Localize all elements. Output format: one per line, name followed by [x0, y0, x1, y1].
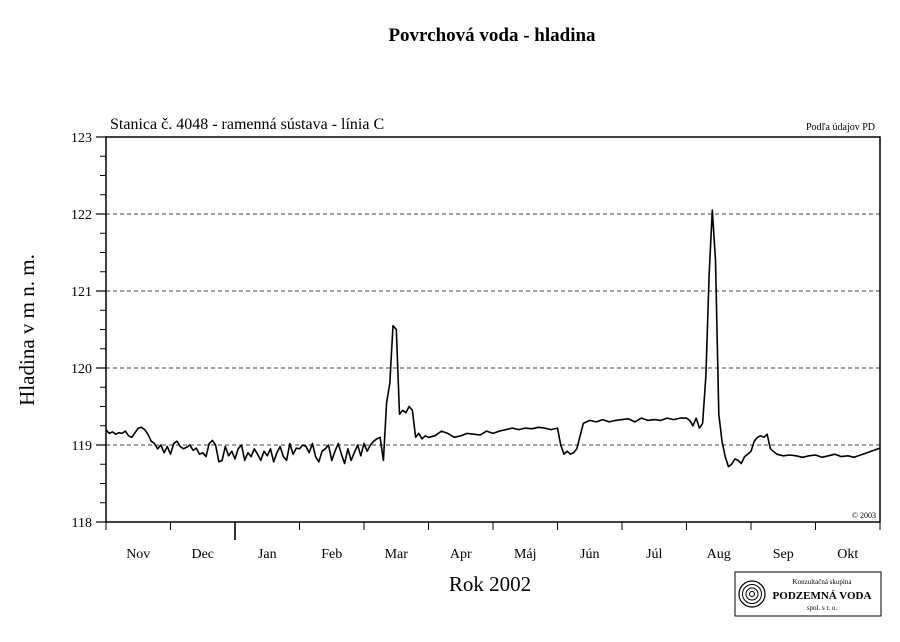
x-tick-label: Jan — [258, 547, 277, 562]
x-axis-title: Rok 2002 — [449, 572, 531, 596]
logo-line3: spol. s r. o. — [807, 604, 838, 612]
chart-subtitle: Stanica č. 4048 - ramenná sústava - líni… — [110, 116, 384, 133]
chart-title: Povrchová voda - hladina — [388, 25, 596, 46]
x-tick-label: Máj — [514, 547, 537, 562]
x-tick-label: Mar — [385, 547, 409, 562]
x-tick-label: Okt — [837, 547, 858, 562]
grid-lines — [106, 213, 880, 446]
series-layer — [105, 209, 881, 468]
y-axis: 118 119 120 121 122 123 — [71, 131, 106, 531]
x-tick-label: Júl — [646, 547, 662, 562]
company-logo: Konzultačná skupina PODZEMNÁ VODA spol. … — [734, 571, 882, 617]
y-tick-label: 118 — [72, 516, 92, 531]
logo-line1: Konzultačná skupina — [793, 578, 853, 586]
y-tick-label: 123 — [71, 131, 92, 146]
series-line-0 — [105, 209, 881, 468]
x-axis: Nov Dec Jan Feb Mar Apr Máj Jún Júl Aug Sep Okt — [105, 522, 881, 562]
copyright-note: © 2003 — [852, 511, 876, 520]
logo-emblem-icon — [738, 580, 766, 608]
logo-frame — [734, 571, 882, 617]
source-note: Podľa údajov PD — [806, 122, 875, 133]
x-tick-label: Dec — [191, 547, 214, 562]
y-tick-label: 122 — [71, 208, 92, 223]
x-tick-label: Nov — [126, 547, 150, 562]
x-tick-label: Sep — [773, 547, 794, 562]
x-tick-label: Jún — [580, 547, 599, 562]
y-tick-label: 119 — [72, 439, 92, 454]
y-axis-title: Hladina v m n. m. — [15, 254, 39, 406]
x-tick-label: Feb — [321, 547, 342, 562]
plot-frame — [105, 136, 881, 523]
x-tick-label: Aug — [707, 547, 731, 562]
logo-line2: PODZEMNÁ VODA — [773, 590, 872, 602]
y-tick-label: 121 — [71, 285, 92, 300]
x-tick-label: Apr — [450, 547, 472, 562]
y-tick-label: 120 — [71, 362, 92, 377]
